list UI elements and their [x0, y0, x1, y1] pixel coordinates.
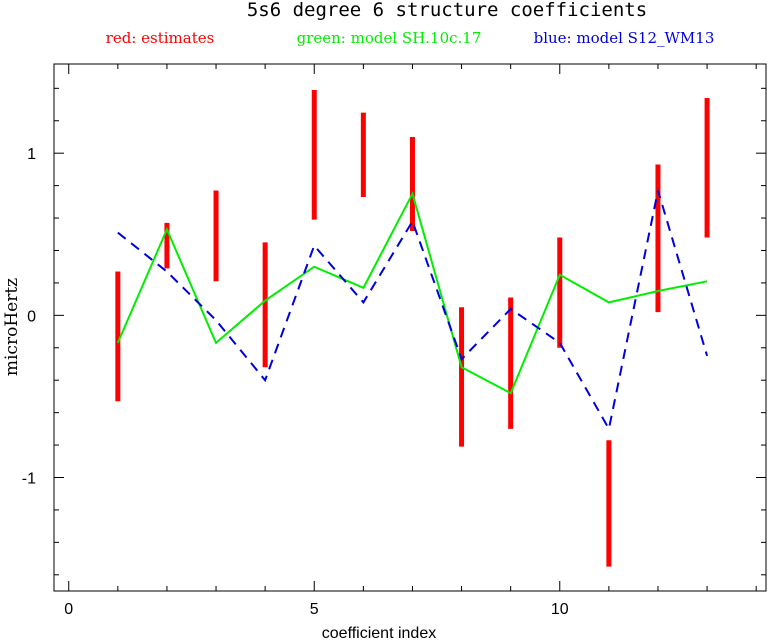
- x-tick-label: 5: [310, 601, 319, 618]
- x-tick-label: 0: [64, 601, 73, 618]
- y-axis-label: microHertz: [2, 278, 22, 376]
- estimate-bars: [115, 89, 710, 567]
- green-model-line: [116, 191, 708, 395]
- y-tick-label: 0: [27, 308, 36, 325]
- x-axis-label: coefficient index: [322, 625, 436, 641]
- chart-title: 5s6 degree 6 structure coefficients: [247, 0, 647, 21]
- legend-green-model: green: model SH.10c.17: [297, 29, 482, 47]
- y-tick-label: 1: [27, 146, 36, 163]
- axis-ticks: [54, 64, 766, 591]
- legend-estimates: red: estimates: [106, 29, 215, 47]
- y-tick-label: -1: [22, 470, 36, 487]
- legend-blue-model: blue: model S12_WM13: [534, 29, 715, 47]
- model-lines: [116, 190, 709, 432]
- tick-labels: 0 5 10 -1 0 1: [22, 146, 569, 618]
- x-tick-label: 10: [551, 601, 569, 618]
- plot-frame: [53, 63, 767, 592]
